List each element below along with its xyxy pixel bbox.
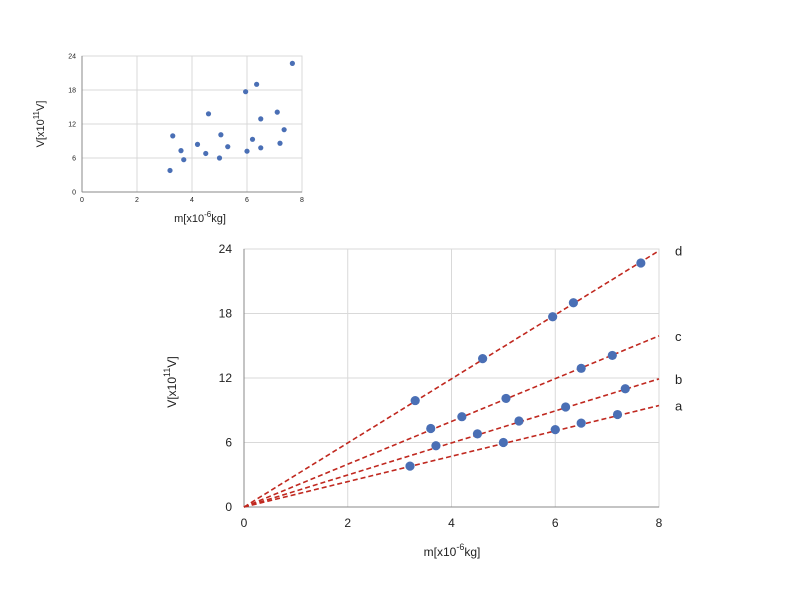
small-data-point [225, 144, 231, 150]
small-data-point [218, 132, 224, 138]
small-x-tick-label: 4 [190, 197, 194, 204]
small-data-point [277, 140, 283, 146]
small-y-tick-label: 0 [72, 189, 76, 196]
big-data-point [514, 416, 524, 426]
large-x-axis-label: m[x10-6kg] [424, 542, 481, 559]
big-data-point [457, 412, 467, 422]
fit-line-c [243, 335, 660, 508]
small-x-axis-label: m[x10-6kg] [174, 210, 226, 225]
big-y-tick-label: 24 [219, 242, 233, 256]
small-data-point [181, 157, 187, 163]
big-data-point [405, 461, 415, 471]
small-data-point [249, 136, 256, 142]
small-x-tick-label: 6 [245, 197, 249, 204]
big-x-tick-label: 2 [344, 516, 351, 530]
small-data-point [205, 111, 212, 117]
big-data-point [501, 393, 511, 404]
small-x-tick-label: 2 [135, 197, 139, 204]
small-data-point [194, 141, 201, 147]
small-data-point [216, 155, 223, 161]
big-data-point [576, 418, 586, 428]
big-data-point [431, 441, 441, 451]
large-data-points [405, 258, 646, 471]
fit-line-a [243, 404, 660, 508]
small-data-point [178, 148, 184, 154]
small-data-point [243, 89, 249, 95]
big-x-tick-label: 8 [656, 516, 663, 530]
fit-line-b [243, 378, 660, 508]
small-y-tick-label: 18 [68, 87, 76, 94]
small-data-point [258, 145, 264, 151]
small-y-tick-label: 12 [68, 121, 76, 128]
big-y-tick-label: 0 [225, 500, 232, 514]
big-y-tick-label: 18 [219, 307, 233, 321]
small-x-tick-label: 0 [80, 197, 84, 204]
fit-line-label-b: b [675, 372, 682, 387]
big-y-tick-label: 12 [219, 371, 233, 385]
big-data-point [426, 423, 436, 434]
small-y-axis-label: V[x1011V] [32, 101, 47, 148]
small-y-tick-label: 6 [72, 155, 76, 162]
small-x-tick-label: 8 [300, 197, 304, 204]
small-data-point [167, 167, 173, 174]
small-data-point [244, 148, 250, 154]
large-fit-lines [243, 250, 660, 508]
big-data-point [548, 312, 558, 322]
big-x-tick-label: 6 [552, 516, 559, 530]
big-data-point [612, 409, 623, 420]
small-gridlines [81, 55, 303, 193]
big-data-point [636, 258, 646, 268]
small-data-points [167, 60, 295, 174]
small-y-tick-label: 24 [68, 53, 76, 60]
big-data-point [620, 384, 630, 394]
big-data-point [478, 354, 488, 364]
big-data-point [568, 298, 579, 308]
fit-line-label-c: c [675, 329, 682, 344]
large-fit-line-labels: ab c d [675, 244, 683, 414]
fit-line-label-a: a [675, 399, 683, 414]
small-data-point [254, 81, 260, 87]
small-data-point [258, 116, 264, 122]
small-data-point [281, 127, 287, 133]
big-data-point [561, 402, 571, 412]
fit-line-d [243, 250, 660, 508]
big-data-point [576, 363, 586, 373]
large-y-axis-label: V[x1011V] [162, 356, 179, 407]
big-y-tick-label: 6 [225, 436, 232, 450]
small-data-point [274, 109, 280, 115]
big-data-point [550, 425, 560, 435]
big-data-point [410, 395, 420, 406]
big-data-point [607, 350, 617, 361]
big-data-point [498, 437, 508, 448]
big-x-tick-label: 4 [448, 516, 455, 530]
big-x-tick-label: 0 [241, 516, 248, 530]
small-data-point [203, 150, 209, 157]
small-data-point [289, 60, 295, 66]
fit-line-label-d: d [675, 244, 682, 259]
small-data-point [170, 133, 176, 139]
big-data-point [472, 429, 483, 439]
